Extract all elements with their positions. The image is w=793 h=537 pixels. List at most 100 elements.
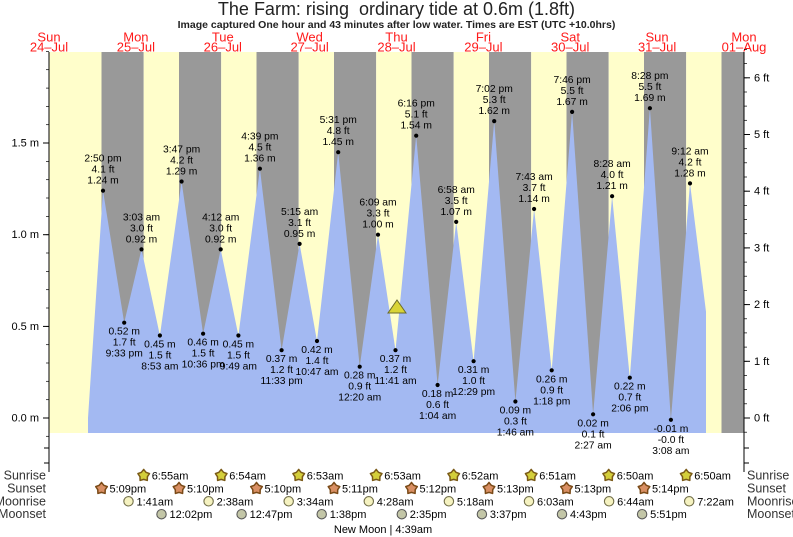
svg-text:1:46 am: 1:46 am <box>497 428 534 439</box>
svg-text:1.5 m: 1.5 m <box>11 138 39 150</box>
svg-text:0.02 m: 0.02 m <box>577 418 608 429</box>
svg-text:1 ft: 1 ft <box>754 356 769 368</box>
svg-text:5:51pm: 5:51pm <box>650 509 687 521</box>
svg-text:0.0 m: 0.0 m <box>11 413 39 425</box>
svg-text:0.52 m: 0.52 m <box>108 327 139 338</box>
svg-text:4:39 pm: 4:39 pm <box>241 132 278 143</box>
svg-text:1:18 pm: 1:18 pm <box>533 396 570 407</box>
svg-text:3:03 am: 3:03 am <box>123 212 160 223</box>
svg-text:6:52am: 6:52am <box>462 471 499 483</box>
svg-text:1.2 ft: 1.2 ft <box>384 365 407 376</box>
svg-text:0.92 m: 0.92 m <box>126 234 157 245</box>
svg-text:7:02 pm: 7:02 pm <box>476 84 513 95</box>
svg-text:0.37 m: 0.37 m <box>266 354 297 365</box>
svg-text:Sunrise: Sunrise <box>4 469 46 483</box>
svg-text:3:34am: 3:34am <box>297 496 334 508</box>
svg-text:1.62 m: 1.62 m <box>478 106 509 117</box>
svg-text:7:43 am: 7:43 am <box>515 172 552 183</box>
svg-text:1.45 m: 1.45 m <box>322 137 353 148</box>
svg-text:1:41am: 1:41am <box>137 496 174 508</box>
svg-text:1.24 m: 1.24 m <box>87 176 118 187</box>
svg-text:2 ft: 2 ft <box>754 299 769 311</box>
svg-text:4.0 ft: 4.0 ft <box>601 170 624 181</box>
svg-text:0.1 ft: 0.1 ft <box>582 429 605 440</box>
svg-text:3.7 ft: 3.7 ft <box>523 183 546 194</box>
svg-text:1.29 m: 1.29 m <box>166 167 197 178</box>
svg-text:6:55am: 6:55am <box>152 471 189 483</box>
svg-text:8:28 pm: 8:28 pm <box>631 71 668 82</box>
svg-text:0.3 ft: 0.3 ft <box>504 417 527 428</box>
svg-text:8:53 am: 8:53 am <box>141 362 178 373</box>
svg-text:0.92 m: 0.92 m <box>205 234 236 245</box>
svg-text:1.5 ft: 1.5 ft <box>192 349 215 360</box>
svg-text:1.0 m: 1.0 m <box>11 229 39 241</box>
svg-text:2:50 pm: 2:50 pm <box>84 154 121 165</box>
svg-text:0.9 ft: 0.9 ft <box>348 382 371 393</box>
svg-text:5:13pm: 5:13pm <box>497 484 534 496</box>
svg-text:12:20 am: 12:20 am <box>338 393 381 404</box>
svg-text:9:12 am: 9:12 am <box>671 146 708 157</box>
svg-text:3.0 ft: 3.0 ft <box>130 223 153 234</box>
svg-text:0.18 m: 0.18 m <box>422 389 453 400</box>
svg-text:7:46 pm: 7:46 pm <box>553 75 590 86</box>
svg-text:1:38pm: 1:38pm <box>330 509 367 521</box>
svg-text:Sunrise: Sunrise <box>747 469 789 483</box>
svg-text:4:12 am: 4:12 am <box>202 212 239 223</box>
svg-text:6:50am: 6:50am <box>694 471 731 483</box>
svg-text:1.69 m: 1.69 m <box>634 93 665 104</box>
svg-text:3:47 pm: 3:47 pm <box>163 145 200 156</box>
svg-text:4.2 ft: 4.2 ft <box>679 157 702 168</box>
svg-text:3:37pm: 3:37pm <box>490 509 527 521</box>
svg-text:6:44am: 6:44am <box>617 496 654 508</box>
svg-text:6:50am: 6:50am <box>617 471 654 483</box>
svg-text:3:08 am: 3:08 am <box>652 446 689 457</box>
svg-text:0.45 m: 0.45 m <box>144 340 175 351</box>
svg-text:5:12pm: 5:12pm <box>420 484 457 496</box>
svg-text:5.1 ft: 5.1 ft <box>405 110 428 121</box>
svg-text:1.07 m: 1.07 m <box>440 207 471 218</box>
svg-text:12:47pm: 12:47pm <box>250 509 293 521</box>
svg-text:3 ft: 3 ft <box>754 242 769 254</box>
svg-text:10:36 pm: 10:36 pm <box>182 360 225 371</box>
svg-text:0.28 m: 0.28 m <box>344 371 375 382</box>
svg-text:0.31 m: 0.31 m <box>458 365 489 376</box>
svg-text:12:29 pm: 12:29 pm <box>452 387 495 398</box>
svg-text:11:41 am: 11:41 am <box>374 376 416 387</box>
svg-text:3.3 ft: 3.3 ft <box>367 209 390 220</box>
svg-text:5:10pm: 5:10pm <box>187 484 224 496</box>
svg-text:1.5 ft: 1.5 ft <box>148 351 171 362</box>
svg-text:1:04 am: 1:04 am <box>419 411 456 422</box>
svg-text:5:11pm: 5:11pm <box>342 484 378 496</box>
svg-text:1.21 m: 1.21 m <box>596 181 627 192</box>
svg-text:4.5 ft: 4.5 ft <box>248 143 271 154</box>
svg-text:10:47 am: 10:47 am <box>296 367 339 378</box>
svg-text:0.6 ft: 0.6 ft <box>426 400 449 411</box>
svg-text:4:28am: 4:28am <box>377 496 414 508</box>
svg-text:0.42 m: 0.42 m <box>301 345 332 356</box>
svg-text:8:28 am: 8:28 am <box>593 159 630 170</box>
svg-text:4.2 ft: 4.2 ft <box>170 156 193 167</box>
svg-text:3.1 ft: 3.1 ft <box>288 218 311 229</box>
svg-text:4:43pm: 4:43pm <box>570 509 607 521</box>
svg-text:7:22am: 7:22am <box>697 496 734 508</box>
svg-text:1.0 ft: 1.0 ft <box>462 376 485 387</box>
svg-text:New Moon | 4:39am: New Moon | 4:39am <box>334 524 432 536</box>
svg-text:9:33 pm: 9:33 pm <box>106 349 143 360</box>
svg-text:5:09pm: 5:09pm <box>110 484 147 496</box>
svg-text:Moonrise: Moonrise <box>0 494 46 508</box>
svg-text:2:38am: 2:38am <box>217 496 254 508</box>
svg-text:0.22 m: 0.22 m <box>614 382 645 393</box>
svg-text:0.95 m: 0.95 m <box>284 229 315 240</box>
svg-text:1.67 m: 1.67 m <box>556 97 587 108</box>
svg-text:5.5 ft: 5.5 ft <box>561 86 584 97</box>
svg-text:1.54 m: 1.54 m <box>400 121 431 132</box>
svg-text:6 ft: 6 ft <box>754 72 769 84</box>
svg-text:Moonrise: Moonrise <box>747 494 793 508</box>
svg-text:6:54am: 6:54am <box>229 471 266 483</box>
svg-text:6:53am: 6:53am <box>307 471 344 483</box>
svg-text:5:15 am: 5:15 am <box>281 207 318 218</box>
svg-text:0.7 ft: 0.7 ft <box>618 393 641 404</box>
svg-text:4 ft: 4 ft <box>754 186 769 198</box>
svg-text:Moonset: Moonset <box>747 507 793 521</box>
svg-text:1.5 ft: 1.5 ft <box>227 351 250 362</box>
